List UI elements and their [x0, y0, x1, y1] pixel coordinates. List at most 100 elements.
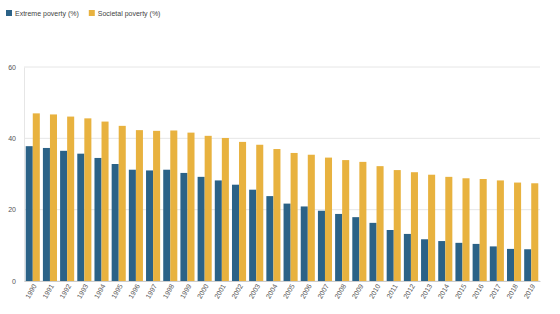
x-tick: 2019	[522, 281, 536, 300]
x-tick: 1993	[76, 281, 90, 300]
bar	[180, 173, 187, 281]
x-tick-label: 2003	[247, 283, 261, 300]
x-tick: 2006	[299, 281, 313, 300]
x-tick-label: 2019	[522, 283, 536, 300]
bar	[102, 122, 109, 281]
bar	[497, 180, 504, 281]
bar	[318, 211, 325, 281]
bar	[232, 185, 239, 281]
x-tick: 2010	[368, 281, 382, 300]
y-axis-line	[24, 68, 25, 282]
x-tick: 2003	[247, 281, 261, 300]
x-tick: 2005	[282, 281, 296, 300]
series	[33, 113, 539, 281]
bar	[284, 204, 291, 281]
x-tick-label: 1999	[179, 283, 193, 300]
x-tick-label: 2006	[299, 283, 313, 300]
x-tick-label: 2009	[351, 283, 365, 300]
bar	[94, 158, 101, 281]
x-tick: 1991	[41, 281, 55, 300]
bar	[67, 117, 74, 281]
bar	[428, 175, 435, 281]
bar	[335, 214, 342, 281]
x-tick-label: 2000	[196, 283, 210, 300]
bar	[77, 154, 84, 281]
x-tick: 2000	[196, 281, 210, 300]
legend-swatch	[89, 10, 95, 16]
legend-swatch	[6, 10, 12, 16]
bar	[308, 155, 315, 281]
grid-line	[24, 67, 540, 68]
x-tick: 2016	[471, 281, 485, 300]
bar	[129, 170, 136, 281]
bar	[524, 249, 531, 281]
x-tick: 2008	[333, 281, 347, 300]
x-tick-label: 1996	[127, 283, 141, 300]
x-tick-label: 1990	[24, 283, 38, 300]
bar	[377, 166, 384, 281]
x-tick-label: 2002	[230, 283, 244, 300]
bar	[222, 138, 229, 281]
x-tick-label: 2017	[488, 283, 502, 300]
x-tick: 1997	[144, 281, 158, 300]
x-tick-label: 2011	[385, 283, 399, 300]
x-tick-label: 2007	[316, 283, 330, 300]
bar	[43, 148, 50, 281]
bar	[473, 244, 480, 281]
x-tick-label: 1997	[144, 283, 158, 300]
x-tick: 1994	[93, 281, 107, 300]
x-axis: 1990199119921993199419951996199719981999…	[24, 281, 540, 300]
x-tick: 2015	[454, 281, 468, 300]
legend-label: Extreme poverty (%)	[15, 10, 79, 18]
y-axis: 0204060	[8, 64, 24, 285]
x-tick-label: 2013	[419, 283, 433, 300]
x-tick-label: 2008	[333, 283, 347, 300]
x-tick-label: 2012	[402, 283, 416, 300]
x-tick-label: 2010	[368, 283, 382, 300]
bar	[387, 230, 394, 281]
x-tick-label: 2004	[265, 283, 279, 300]
x-tick: 2004	[265, 281, 279, 300]
y-tick-label: 60	[8, 64, 16, 71]
bar	[342, 160, 349, 281]
y-tick: 0	[12, 278, 24, 285]
x-tick: 1990	[24, 281, 38, 300]
bar	[215, 180, 222, 281]
x-tick: 2007	[316, 281, 330, 300]
legend-item: Extreme poverty (%)	[6, 10, 79, 18]
bar	[531, 183, 538, 281]
y-tick-label: 40	[8, 135, 16, 142]
grid	[24, 67, 540, 281]
bar	[33, 113, 40, 281]
bar	[301, 206, 308, 281]
x-tick: 2012	[402, 281, 416, 300]
y-tick: 40	[8, 135, 24, 142]
x-tick-label: 1993	[76, 283, 90, 300]
x-tick-label: 2018	[505, 283, 519, 300]
bar	[514, 183, 521, 281]
x-tick: 2009	[351, 281, 365, 300]
bar	[404, 234, 411, 281]
x-tick-label: 2015	[454, 283, 468, 300]
bar	[438, 241, 445, 281]
bar	[163, 170, 170, 281]
x-tick-label: 2014	[437, 283, 451, 300]
x-tick: 1995	[110, 281, 124, 300]
x-tick-label: 2016	[471, 283, 485, 300]
bar	[239, 142, 246, 281]
bar	[153, 131, 160, 281]
legend-label: Societal poverty (%)	[98, 10, 161, 18]
x-tick: 2001	[213, 281, 227, 300]
bar	[359, 162, 366, 281]
bar	[146, 170, 153, 281]
x-tick: 1992	[58, 281, 72, 300]
legend-item: Societal poverty (%)	[89, 10, 161, 18]
bar	[480, 179, 487, 281]
bar	[411, 172, 418, 281]
x-tick: 2011	[385, 281, 399, 299]
bar	[60, 151, 67, 281]
bar	[50, 114, 57, 281]
bar	[462, 178, 469, 281]
bar	[394, 170, 401, 281]
x-tick: 2013	[419, 281, 433, 300]
